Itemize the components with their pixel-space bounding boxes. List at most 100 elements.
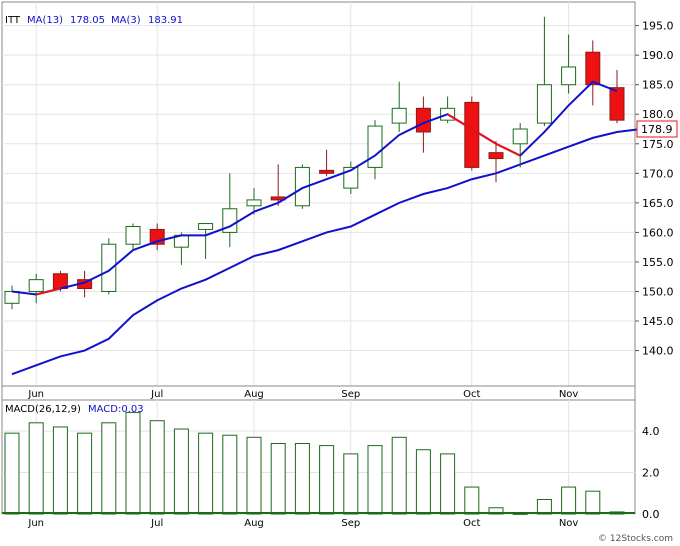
candle xyxy=(536,16,552,127)
price-ytick-label: 145.0 xyxy=(642,315,674,328)
macd-bar xyxy=(125,411,141,515)
price-axis-labels: 140.0 145.0 150.0 155.0 160.0 165.0 170.0 175.0… xyxy=(642,20,674,358)
candle xyxy=(512,123,528,168)
candle xyxy=(28,273,44,304)
candle xyxy=(609,69,625,124)
macd-bar xyxy=(4,432,20,515)
candle-body-up xyxy=(101,243,117,292)
price-month-label: Jun xyxy=(27,389,44,400)
price-ytick-label: 165.0 xyxy=(642,197,674,210)
candle-body-down xyxy=(319,169,335,174)
macd-month-labels: Jun Jul Aug Sep Oct Nov xyxy=(27,518,578,529)
watermark: © 12Stocks.com xyxy=(598,534,673,544)
candle xyxy=(222,173,238,248)
price-ytick-label: 140.0 xyxy=(642,345,674,358)
macd-bar xyxy=(585,490,601,515)
macd-bar xyxy=(101,422,117,515)
legend-ma13-label: MA(13) xyxy=(27,15,63,26)
macd-month-label: Oct xyxy=(463,518,480,529)
macd-month-label: Sep xyxy=(341,518,360,529)
macd-bar xyxy=(391,436,407,515)
candle xyxy=(391,81,407,132)
macd-axis-labels: 0.0 2.0 4.0 xyxy=(642,425,660,521)
ma13-line xyxy=(11,128,642,376)
macd-bar xyxy=(415,449,431,515)
price-panel-frame xyxy=(1,1,636,387)
candle-body-down xyxy=(585,51,601,86)
price-ytick-label: 180.0 xyxy=(642,108,674,121)
macd-bar xyxy=(198,432,214,515)
candle xyxy=(464,96,480,171)
price-ytick-label: 170.0 xyxy=(642,167,674,180)
price-ytick-label: 190.0 xyxy=(642,49,674,62)
macd-ytick-label: 4.0 xyxy=(642,425,660,438)
candle-body-down xyxy=(415,107,431,133)
macd-bar xyxy=(343,453,359,515)
candle-body-up xyxy=(125,225,141,245)
last-price-tag xyxy=(636,120,678,138)
candle-body-down xyxy=(609,87,625,121)
macd-ytick-label: 0.0 xyxy=(642,508,660,521)
macd-month-label: Aug xyxy=(244,518,264,529)
candle-body-up xyxy=(222,208,238,233)
macd-value-label: MACD:0.03 xyxy=(88,404,144,415)
price-month-labels: Jun Jul Aug Sep Oct Nov xyxy=(27,389,578,400)
macd-bar xyxy=(561,486,577,515)
last-price-label: 178.9 xyxy=(641,123,673,136)
macd-bar xyxy=(536,498,552,515)
legend-ma3-value: 183.91 xyxy=(148,15,183,26)
price-ytick-label: 195.0 xyxy=(642,20,674,33)
candle xyxy=(415,96,431,153)
candle-body-down xyxy=(488,152,504,160)
candle-body-up xyxy=(561,66,577,86)
ma3-line xyxy=(11,80,618,296)
price-month-label: Sep xyxy=(341,389,360,400)
macd-bar xyxy=(222,434,238,515)
price-month-label: Nov xyxy=(559,389,579,400)
macd-bar xyxy=(319,445,335,515)
price-month-label: Oct xyxy=(463,389,480,400)
candle xyxy=(198,223,214,259)
macd-bar xyxy=(367,445,383,515)
macd-bar xyxy=(28,422,44,515)
ma13-polyline xyxy=(11,128,642,376)
legend-ma3-label: MA(3) xyxy=(111,15,141,26)
candle-body-up xyxy=(367,125,383,168)
candle-body-up xyxy=(28,279,44,292)
macd-bar xyxy=(294,443,310,515)
macd-month-label: Jun xyxy=(27,518,44,529)
candle xyxy=(294,164,310,209)
legend-symbol: ITT xyxy=(5,15,21,26)
candle-body-down xyxy=(464,101,480,168)
price-ytick-label: 150.0 xyxy=(642,285,674,298)
macd-bar xyxy=(246,436,262,515)
price-ytick-label: 175.0 xyxy=(642,138,674,151)
macd-bar xyxy=(270,443,286,515)
candle-body-up xyxy=(294,166,310,207)
ma3-down-segment xyxy=(35,287,61,296)
legend-ma13-value: 178.05 xyxy=(70,15,105,26)
price-month-label: Jul xyxy=(150,389,163,400)
price-month-label: Aug xyxy=(244,389,264,400)
price-ytick-label: 185.0 xyxy=(642,79,674,92)
macd-bar xyxy=(52,426,68,515)
candle xyxy=(246,188,262,215)
candle-body-up xyxy=(198,223,214,230)
candle-body-up xyxy=(391,107,407,124)
macd-title: MACD(26,12,9) xyxy=(5,404,81,415)
price-xaxis-band xyxy=(1,385,636,401)
candle xyxy=(125,223,141,251)
candle-body-up xyxy=(246,199,262,207)
ma3-down-segment xyxy=(447,113,521,157)
macd-bar xyxy=(77,432,93,515)
candle xyxy=(561,34,577,94)
macd-bar xyxy=(440,453,456,515)
candle xyxy=(585,40,601,106)
macd-bar xyxy=(464,486,480,515)
price-ytick-label: 160.0 xyxy=(642,226,674,239)
price-ytick-label: 155.0 xyxy=(642,256,674,269)
macd-month-label: Jul xyxy=(150,518,163,529)
macd-bars xyxy=(2,411,635,515)
macd-ytick-label: 2.0 xyxy=(642,467,660,480)
